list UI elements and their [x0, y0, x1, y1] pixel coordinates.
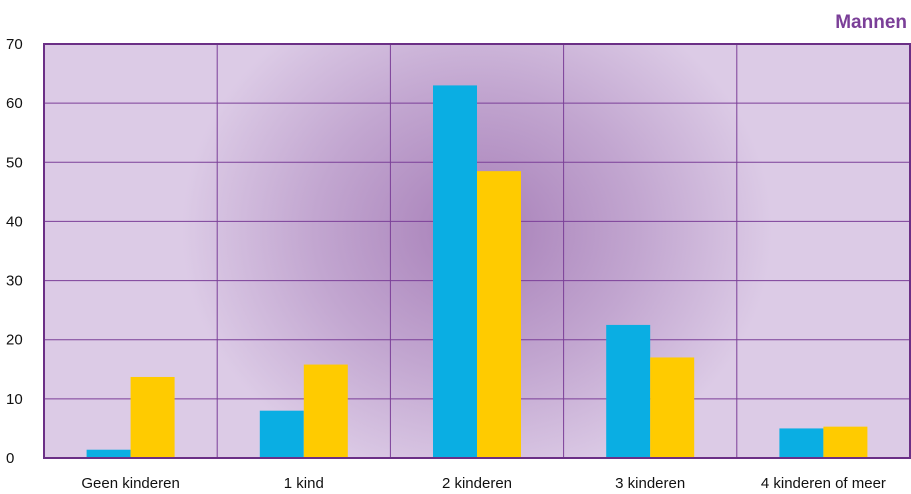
bar-1-3 — [606, 324, 651, 458]
x-axis-tick-labels: Geen kinderen 1 kind 2 kinderen 3 kinderen 4… — [81, 475, 886, 492]
y-tick-label: 40 — [6, 213, 23, 230]
plot-border — [43, 43, 911, 459]
y-axis-tick-labels: 0 10 20 30 40 50 60 70 — [6, 36, 23, 467]
y-tick-label: 0 — [6, 450, 14, 467]
bar-1-2 — [433, 85, 477, 459]
y-tick-label: 10 — [6, 391, 23, 408]
x-tick-label: 2 kinderen — [442, 475, 512, 492]
y-tick-label: 30 — [6, 273, 23, 290]
x-tick-label: 3 kinderen — [615, 475, 685, 492]
bar-2-0 — [130, 376, 175, 458]
bar-2-2 — [477, 171, 521, 458]
y-tick-label: 60 — [6, 95, 23, 112]
chart-title: Mannen — [835, 12, 907, 33]
bar-1-0 — [86, 449, 131, 458]
bar-2-3 — [650, 357, 695, 458]
y-tick-label: 70 — [6, 36, 23, 53]
bar-2-4 — [823, 426, 868, 458]
x-tick-label: Geen kinderen — [81, 475, 179, 492]
y-tick-label: 20 — [6, 332, 23, 349]
bars — [86, 85, 868, 459]
bar-1-4 — [779, 428, 824, 458]
y-tick-label: 50 — [6, 154, 23, 171]
x-tick-label: 4 kinderen of meer — [761, 475, 886, 492]
bar-1-1 — [259, 410, 304, 458]
x-tick-label: 1 kind — [284, 475, 324, 492]
bar-2-1 — [303, 364, 348, 458]
